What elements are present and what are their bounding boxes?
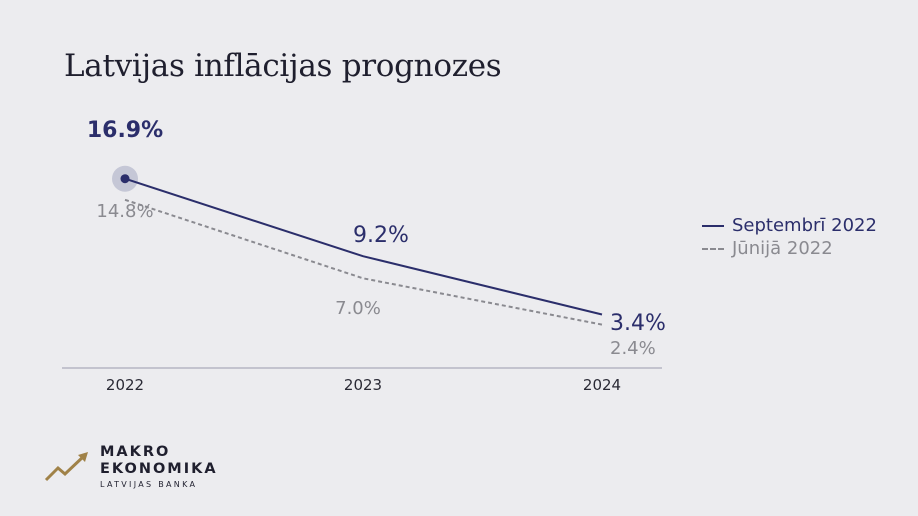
logo-text-ekonomika: EKONOMIKA <box>100 461 218 477</box>
data-label-septembri: 3.4% <box>610 311 666 336</box>
x-tick-label: 2023 <box>344 376 382 394</box>
legend-item-septembri: Septembrī 2022 <box>702 214 877 237</box>
data-label-junija: 2.4% <box>610 338 656 359</box>
x-tick-label: 2022 <box>106 376 144 394</box>
x-tick-label: 2024 <box>583 376 621 394</box>
logo-text-makro: MAKRO <box>100 444 171 460</box>
legend-swatch-dashed <box>702 247 724 250</box>
series-line-septembri <box>124 177 603 316</box>
chart-title: Latvijas inflācijas prognozes <box>64 48 502 84</box>
data-label-septembri: 9.2% <box>353 223 409 248</box>
legend-label-septembri: Septembrī 2022 <box>732 215 877 236</box>
data-label-junija: 14.8% <box>96 201 153 222</box>
trend-up-icon <box>44 452 88 482</box>
legend-label-junija: Jūnijā 2022 <box>732 238 833 259</box>
logo-text-latvijas-banka: LATVIJAS BANKA <box>100 480 198 489</box>
legend-item-junija: Jūnijā 2022 <box>702 237 877 260</box>
data-label-septembri: 16.9% <box>87 118 163 143</box>
legend: Septembrī 2022 Jūnijā 2022 <box>702 214 877 260</box>
legend-swatch-solid <box>702 224 724 227</box>
data-point <box>120 174 130 184</box>
data-label-junija: 7.0% <box>335 298 381 319</box>
